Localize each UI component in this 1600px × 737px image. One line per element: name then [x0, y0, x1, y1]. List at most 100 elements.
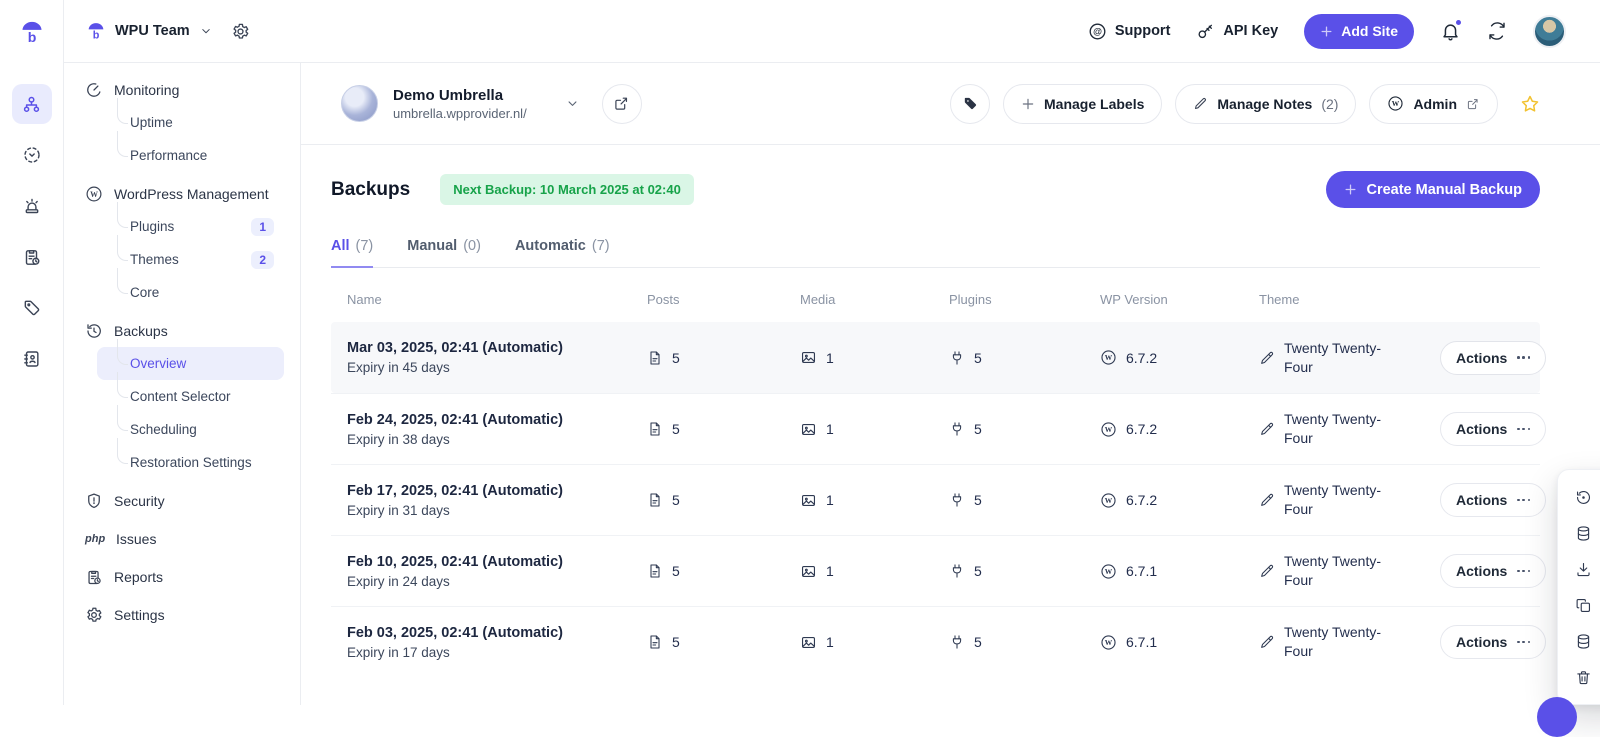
- tab-manual[interactable]: Manual (0): [407, 238, 481, 254]
- rail-contacts-button[interactable]: [12, 339, 52, 379]
- actions-cell: Actions: [1424, 483, 1547, 517]
- menu-item-delete-backup[interactable]: Delete Backup: [1558, 659, 1600, 695]
- table-header-row: Name Posts Media Plugins WP Version Them…: [347, 291, 1300, 307]
- backup-name: Feb 17, 2025, 02:41 (Automatic): [347, 482, 563, 499]
- sidebar-item-scheduling[interactable]: Scheduling: [97, 405, 284, 446]
- notifications-bell-icon[interactable]: [1440, 17, 1463, 42]
- create-manual-backup-button[interactable]: Create Manual Backup: [1326, 171, 1540, 208]
- refresh-sync-icon[interactable]: [1487, 21, 1507, 41]
- sidebar-item-overview[interactable]: Overview: [97, 339, 284, 380]
- site-switcher-chevron-icon[interactable]: [565, 96, 580, 111]
- menu-item-download-backup-database-only[interactable]: Download Backup Database Only: [1558, 623, 1600, 659]
- api-key-link[interactable]: API Key: [1196, 22, 1278, 41]
- file-icon: [647, 492, 663, 508]
- tab-automatic[interactable]: Automatic (7): [514, 238, 610, 254]
- sidebar-item-plugins[interactable]: Plugins 1: [97, 202, 284, 243]
- open-site-button[interactable]: [601, 83, 642, 124]
- paintbrush-icon: [1259, 350, 1275, 366]
- media-cell: 1: [784, 421, 933, 438]
- svg-text:W: W: [1105, 638, 1113, 647]
- support-link[interactable]: @ Support: [1088, 22, 1170, 41]
- actions-button[interactable]: Actions: [1440, 554, 1547, 588]
- team-switcher[interactable]: b WPU Team: [86, 21, 213, 41]
- menu-item-download-backup-files-only[interactable]: Download Backup Files Only: [1558, 587, 1600, 623]
- user-avatar[interactable]: [1533, 14, 1566, 48]
- themes-count-badge: 2: [251, 250, 274, 269]
- wordpress-icon: W: [1100, 492, 1117, 509]
- chat-widget-button[interactable]: [1537, 697, 1577, 737]
- app-logo[interactable]: b: [0, 0, 64, 63]
- manage-notes-button[interactable]: Manage Notes (2): [1175, 83, 1357, 124]
- main-area: Demo Umbrella umbrella.wpprovider.nl/ Ma…: [301, 63, 1600, 705]
- umbrella-logo-icon: b: [19, 19, 45, 45]
- manage-labels-button[interactable]: Manage Labels: [1003, 83, 1163, 124]
- rail-reports-button[interactable]: [12, 237, 52, 277]
- wordpress-icon: W: [1100, 634, 1117, 651]
- chevron-down-icon: [199, 24, 213, 38]
- paintbrush-icon: [1259, 421, 1275, 437]
- ellipsis-icon: [1517, 640, 1531, 644]
- sidebar-item-content-selector[interactable]: Content Selector: [97, 372, 284, 413]
- wp-version-cell: W 6.7.2: [1084, 421, 1243, 438]
- backup-expiry: Expiry in 24 days: [347, 573, 450, 589]
- topbar: b WPU Team @ Support API Key Add Site: [64, 0, 1600, 63]
- svg-text:b: b: [93, 30, 100, 42]
- sidebar-item-security[interactable]: Security: [85, 484, 284, 517]
- sidebar-item-themes[interactable]: Themes 2: [97, 235, 284, 276]
- umbrella-team-icon: b: [86, 21, 106, 41]
- actions-cell: Actions: [1424, 625, 1547, 659]
- menu-item-download-full-backup[interactable]: Download Full Backup: [1558, 551, 1600, 587]
- actions-button[interactable]: Actions: [1440, 340, 1547, 375]
- table-row: Mar 03, 2025, 02:41 (Automatic) Expiry i…: [331, 322, 1547, 393]
- tab-all[interactable]: All (7): [331, 238, 374, 268]
- theme-name: Twenty Twenty-Four: [1284, 482, 1382, 517]
- actions-button[interactable]: Actions: [1440, 412, 1547, 446]
- sidebar-item-backups[interactable]: Backups: [85, 314, 284, 347]
- sidebar-nav: Monitoring Uptime Performance W WordPres…: [64, 63, 301, 705]
- rail-monitor-button[interactable]: [12, 135, 52, 175]
- rail-alerts-button[interactable]: [12, 186, 52, 226]
- sidebar-item-core[interactable]: Core: [97, 268, 284, 309]
- ellipsis-icon: [1517, 356, 1531, 359]
- restore-icon: [1575, 489, 1592, 506]
- image-icon: [800, 349, 817, 366]
- backup-name: Mar 03, 2025, 02:41 (Automatic): [347, 340, 563, 356]
- rail-labels-button[interactable]: [12, 288, 52, 328]
- icon-rail: b: [0, 0, 64, 705]
- svg-text:W: W: [1105, 567, 1113, 576]
- backup-name: Feb 03, 2025, 02:41 (Automatic): [347, 624, 563, 641]
- actions-button[interactable]: Actions: [1440, 625, 1547, 659]
- api-key-label: API Key: [1223, 23, 1279, 39]
- sidebar-item-wordpress-management[interactable]: W WordPress Management: [85, 177, 284, 210]
- menu-item-restore-database-only[interactable]: Restore Database Only: [1558, 515, 1600, 551]
- address-book-icon: [22, 349, 42, 369]
- sidebar-item-restoration-settings[interactable]: Restoration Settings: [97, 438, 284, 479]
- shield-icon: [85, 492, 103, 510]
- ellipsis-icon: [1517, 498, 1531, 502]
- rail-sites-button[interactable]: [11, 84, 52, 124]
- sidebar-item-reports[interactable]: Reports: [85, 560, 284, 593]
- menu-item-restore-website[interactable]: Restore Website: [1558, 479, 1600, 515]
- sidebar-item-uptime[interactable]: Uptime: [97, 98, 284, 139]
- table-row: Feb 10, 2025, 02:41 (Automatic) Expiry i…: [331, 535, 1547, 606]
- sidebar-item-issues[interactable]: php Issues: [85, 530, 157, 547]
- database-icon: [1575, 525, 1592, 542]
- plus-icon: [1320, 25, 1333, 38]
- wp-version-cell: W 6.7.1: [1084, 563, 1243, 580]
- team-settings-gear-icon[interactable]: [231, 22, 250, 41]
- favorite-star-icon[interactable]: [1520, 94, 1540, 114]
- sidebar-item-settings[interactable]: Settings: [85, 598, 284, 631]
- actions-cell: Actions: [1424, 412, 1547, 446]
- table-row: Feb 17, 2025, 02:41 (Automatic) Expiry i…: [331, 464, 1547, 535]
- plug-icon: [949, 492, 965, 508]
- sidebar-item-performance[interactable]: Performance: [97, 131, 284, 172]
- sidebar-item-monitoring[interactable]: Monitoring: [85, 73, 284, 106]
- labels-tag-button[interactable]: [950, 83, 991, 124]
- file-icon: [647, 634, 663, 650]
- add-site-button[interactable]: Add Site: [1304, 13, 1414, 49]
- actions-button[interactable]: Actions: [1440, 483, 1547, 517]
- wp-admin-button[interactable]: W Admin: [1369, 83, 1498, 124]
- ellipsis-icon: [1517, 427, 1531, 431]
- wordpress-icon: W: [1100, 563, 1117, 580]
- notification-dot: [1454, 17, 1463, 27]
